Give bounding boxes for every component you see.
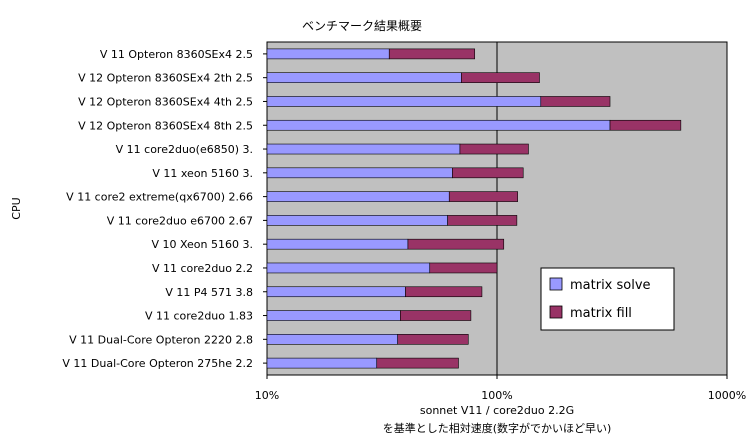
x-tick-label: 10% xyxy=(255,389,279,402)
x-axis-label: sonnet V11 / core2duo 2.2G xyxy=(420,404,574,417)
y-tick-label: V 11 core2duo 2.2 xyxy=(152,262,253,275)
bar-matrix-fill xyxy=(407,238,505,250)
bar-matrix-fill xyxy=(397,334,469,345)
bar-matrix-solve xyxy=(266,167,453,179)
bar-matrix-solve xyxy=(266,286,406,298)
y-tick-label: V 11 xeon 5160 3. xyxy=(152,167,253,180)
bar-matrix-solve xyxy=(266,334,398,345)
y-tick-label: V 11 core2duo 1.83 xyxy=(145,310,253,323)
y-tick-label: V 10 Xeon 5160 3. xyxy=(151,238,253,251)
bar-matrix-fill xyxy=(405,286,483,298)
bar-matrix-solve xyxy=(266,238,409,250)
legend-label: matrix fill xyxy=(570,306,632,321)
y-tick-label: V 12 Opteron 8360SEx4 4th 2.5 xyxy=(78,95,253,108)
bar-matrix-solve xyxy=(266,48,390,60)
y-tick-label: V 11 core2duo e6700 2.67 xyxy=(107,214,253,227)
bar-matrix-fill xyxy=(459,143,529,155)
bar-matrix-fill xyxy=(452,167,524,179)
bar-matrix-solve xyxy=(266,72,462,83)
bar-matrix-fill xyxy=(388,48,476,60)
legend-box xyxy=(540,267,675,331)
bar-matrix-fill xyxy=(447,215,518,226)
y-tick-label: V 11 Opteron 8360SEx4 2.5 xyxy=(100,48,253,61)
bar-matrix-solve xyxy=(266,143,461,155)
bar-matrix-fill xyxy=(429,262,498,274)
y-tick-label: V 11 P4 571 3.8 xyxy=(165,286,253,299)
bar-matrix-fill xyxy=(540,96,611,107)
bar-matrix-solve xyxy=(266,191,450,202)
y-axis-label: CPU xyxy=(10,197,23,219)
y-tick-label: V 11 Dual-Core Opteron 2220 2.8 xyxy=(69,333,253,346)
y-tick-label: V 11 core2 extreme(qx6700) 2.66 xyxy=(66,191,253,204)
legend-label: matrix solve xyxy=(570,278,651,293)
chart-title: ベンチマーク結果概要 xyxy=(302,19,422,33)
bar-matrix-solve xyxy=(266,357,378,369)
x-tick-label: 1000% xyxy=(708,389,746,402)
y-tick-label: V 12 Opteron 8360SEx4 8th 2.5 xyxy=(78,119,253,132)
bar-matrix-solve xyxy=(266,262,431,274)
y-tick-label: V 11 core2duo(e6850) 3. xyxy=(116,143,253,156)
bar-matrix-fill xyxy=(461,72,540,83)
y-tick-label: V 11 Dual-Core Opteron 275he 2.2 xyxy=(62,357,253,370)
bar-matrix-fill xyxy=(609,119,682,131)
bar-matrix-solve xyxy=(266,96,542,107)
y-tick-label: V 12 Opteron 8360SEx4 2th 2.5 xyxy=(78,72,253,85)
bar-matrix-fill xyxy=(376,357,459,369)
legend: matrix solve matrix fill xyxy=(540,267,675,331)
x-axis-label-line2: を基準とした相対速度(数字がでかいほど早い) xyxy=(383,421,612,435)
bar-matrix-solve xyxy=(266,310,401,321)
x-tick-label: 100% xyxy=(481,389,512,402)
bar-matrix-solve xyxy=(266,119,611,131)
legend-swatch xyxy=(549,305,563,319)
legend-swatch xyxy=(549,277,563,291)
bar-matrix-fill xyxy=(448,191,518,202)
bar-matrix-fill xyxy=(400,310,472,321)
bar-matrix-solve xyxy=(266,215,448,226)
